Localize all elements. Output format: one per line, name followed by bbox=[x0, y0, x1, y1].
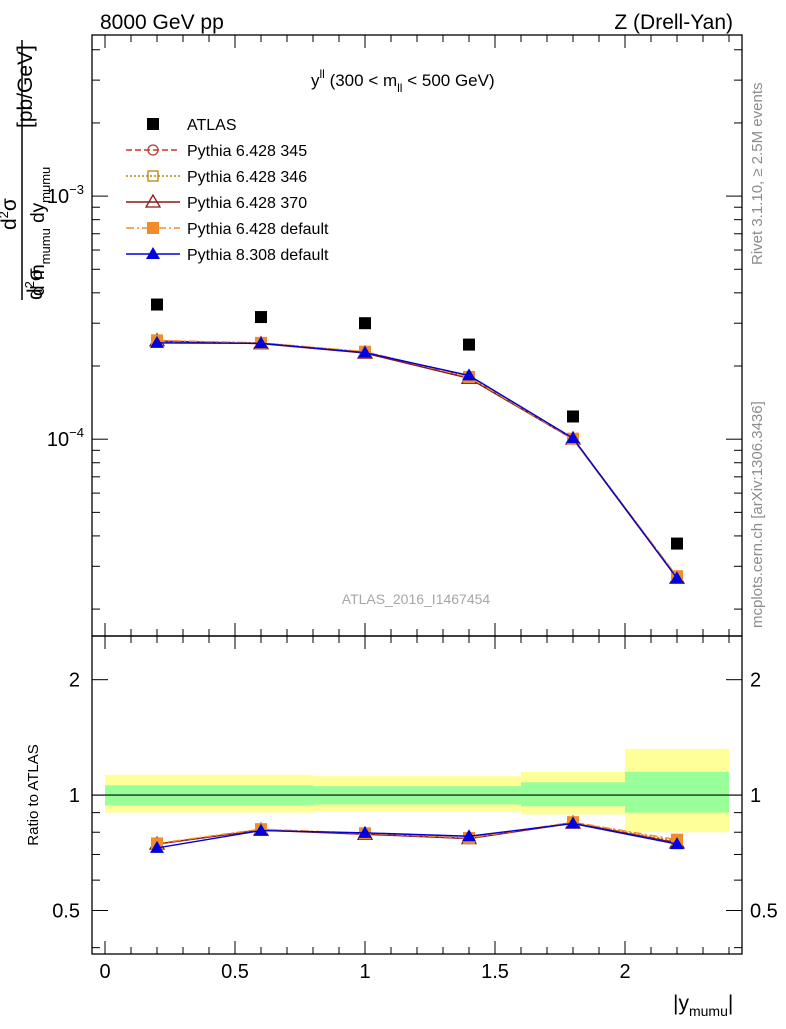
header-right: Z (Drell-Yan) bbox=[614, 11, 733, 34]
x-tick-label: 0.5 bbox=[221, 961, 249, 983]
ratio-tick-label-right: 2 bbox=[750, 670, 761, 692]
legend-label: Pythia 6.428 345 bbox=[187, 143, 307, 160]
data-point-5 bbox=[254, 336, 268, 349]
legend: ATLAS Pythia 6.428 345 Pythia 6.428 346 Pyt… bbox=[126, 117, 329, 264]
ratio-ylabel: Ratio to ATLAS bbox=[25, 744, 42, 845]
legend-marker bbox=[147, 222, 159, 234]
ratio-tick-label-left: 2 bbox=[69, 670, 80, 692]
ratio-line-3 bbox=[156, 821, 678, 845]
x-axis-ticks: 0 0.5 1 1.5 2 bbox=[99, 35, 730, 983]
top-axis-ticks: 10−3 10−4 bbox=[47, 49, 742, 610]
ratio-series-group bbox=[148, 814, 686, 853]
legend-marker bbox=[144, 193, 162, 208]
data-point-5 bbox=[150, 335, 164, 348]
data-point-0 bbox=[567, 410, 579, 423]
x-axis-label: |ymumu| bbox=[673, 992, 733, 1019]
data-point-5 bbox=[566, 431, 580, 444]
ratio-tick-label-left: 1 bbox=[69, 785, 80, 807]
x-tick-label: 0 bbox=[99, 961, 110, 983]
atlas-uncertainty-bands bbox=[105, 748, 729, 833]
legend-marker bbox=[146, 247, 160, 259]
y-tick-label: 10−3 bbox=[47, 182, 84, 208]
x-tick-label: 2 bbox=[619, 961, 630, 983]
ratio-tick-label-right: 1 bbox=[750, 785, 761, 807]
ratio-point-4 bbox=[670, 837, 684, 850]
series-line-1 bbox=[156, 340, 678, 578]
x-tick-label: 1 bbox=[359, 961, 370, 983]
legend-label: Pythia 6.428 default bbox=[187, 221, 329, 238]
legend-marker bbox=[147, 144, 159, 156]
ratio-point-4 bbox=[358, 825, 372, 838]
ratio-point-4 bbox=[462, 829, 476, 842]
top-ylabel-denom-text: d mmumu dymumu bbox=[28, 167, 53, 296]
ratio-tick-label-right: 0.5 bbox=[750, 900, 778, 922]
legend-marker bbox=[147, 170, 159, 182]
y-tick-label: 10−4 bbox=[47, 425, 84, 451]
data-point-5 bbox=[358, 345, 372, 358]
rivet-info: Rivet 3.1.10, ≥ 2.5M events bbox=[749, 83, 766, 266]
x-tick-label: 1.5 bbox=[481, 961, 509, 983]
data-point-0 bbox=[255, 311, 267, 324]
series-line-3 bbox=[156, 340, 678, 579]
plot-title: yll (300 < mll < 500 GeV) bbox=[311, 67, 495, 95]
ratio-point-4 bbox=[254, 823, 268, 836]
data-point-0 bbox=[359, 317, 371, 330]
legend-label: Pythia 6.428 370 bbox=[187, 195, 307, 212]
ratio-point-4 bbox=[566, 816, 580, 829]
ratio-axis-ticks: 0.5 0.5 1 1 2 2 bbox=[52, 670, 778, 949]
ratio-tick-label-left: 0.5 bbox=[52, 900, 80, 922]
band-inner bbox=[521, 782, 625, 807]
mcplots-info: mcplots.cern.ch [arXiv:1306.3436] bbox=[749, 401, 766, 628]
legend-marker bbox=[147, 118, 159, 130]
svg-text:d2σ: d2σ bbox=[22, 268, 47, 300]
analysis-watermark: ATLAS_2016_I1467454 bbox=[342, 591, 491, 607]
top-series-group bbox=[148, 298, 686, 584]
data-point-5 bbox=[670, 571, 684, 584]
top-ylabel: d2σ bbox=[22, 268, 47, 300]
series-line-4 bbox=[156, 339, 678, 577]
legend-label: Pythia 8.308 default bbox=[187, 247, 329, 264]
data-point-0 bbox=[151, 298, 163, 311]
data-point-5 bbox=[462, 368, 476, 381]
series-line-2 bbox=[156, 340, 678, 578]
band-inner bbox=[625, 771, 729, 813]
top-ylabel-numerator: d2σ bbox=[0, 198, 21, 230]
data-point-0 bbox=[671, 537, 683, 550]
ratio-line-4 bbox=[156, 822, 678, 849]
legend-label: Pythia 6.428 346 bbox=[187, 169, 307, 186]
top-ylabel-unit: [pb/GeV] bbox=[14, 45, 37, 128]
data-point-0 bbox=[463, 338, 475, 351]
header-left: 8000 GeV pp bbox=[100, 11, 224, 34]
series-line-5 bbox=[156, 342, 678, 579]
ratio-point-4 bbox=[150, 840, 164, 853]
legend-label: ATLAS bbox=[187, 117, 237, 134]
